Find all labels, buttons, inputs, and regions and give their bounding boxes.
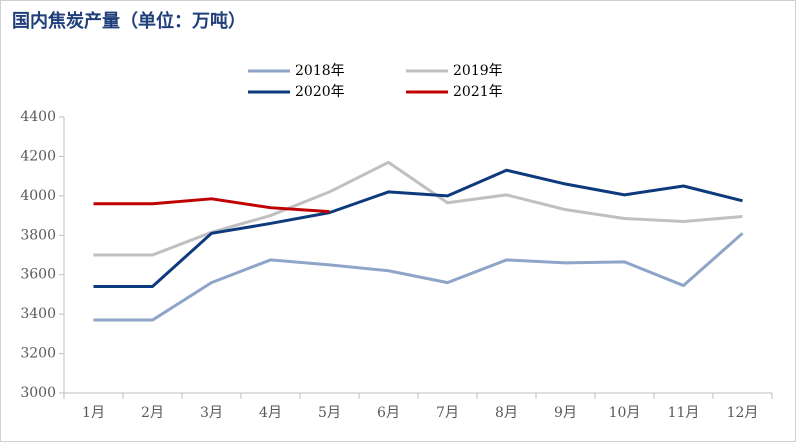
y-tick-label: 3600 [20,267,56,283]
series-line [93,197,330,214]
x-tick-label: 8月 [495,405,518,421]
x-tick-label: 5月 [318,405,341,421]
y-tick-label: 3200 [20,346,56,362]
legend-label: 2021年 [453,84,503,100]
legend-label: 2019年 [453,63,503,79]
y-tick-label: 3000 [20,385,56,401]
x-tick-label: 11月 [668,405,700,421]
chart-title: 国内焦炭产量（单位：万吨） [12,10,246,32]
series-line [93,160,743,257]
x-tick-label: 7月 [436,405,459,421]
series-line [93,168,743,289]
y-tick-label: 3800 [20,227,56,243]
x-tick-label: 2月 [141,405,164,421]
x-tick-label: 9月 [554,405,577,421]
series-line [93,232,744,322]
legend-label: 2018年 [295,63,345,79]
x-tick-label: 4月 [259,405,282,421]
x-tick-label: 10月 [609,405,641,421]
y-tick-label: 4000 [20,188,56,204]
legend-label: 2020年 [295,84,345,100]
x-tick-label: 3月 [200,405,223,421]
x-tick-label: 1月 [82,405,105,421]
x-tick-label: 6月 [377,405,400,421]
y-tick-label: 4400 [20,109,56,125]
x-tick-label: 12月 [727,405,759,421]
y-tick-label: 3400 [20,306,56,322]
y-tick-label: 4200 [20,148,56,164]
